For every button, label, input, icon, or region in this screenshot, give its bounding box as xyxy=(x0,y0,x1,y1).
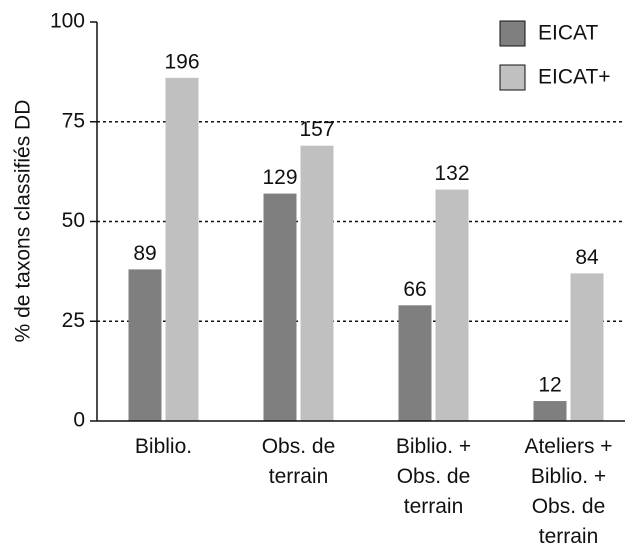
x-tick-label: Biblio. + Obs. de terrain xyxy=(396,435,471,518)
x-tick-label-line: Ateliers + xyxy=(524,435,612,458)
legend-label: EICAT+ xyxy=(538,66,611,89)
bar xyxy=(533,401,567,421)
bar xyxy=(570,273,604,421)
x-tick-label-line: Obs. de xyxy=(532,495,606,518)
count-label: 132 xyxy=(434,162,469,185)
count-label: 12 xyxy=(538,374,561,397)
count-label: 157 xyxy=(299,118,334,141)
x-tick-label-line: Obs. de xyxy=(397,465,471,488)
y-tick-label: 25 xyxy=(62,309,85,332)
y-axis-label: % de taxons classifiés DD xyxy=(12,100,35,343)
count-label: 196 xyxy=(164,50,199,73)
legend-swatch xyxy=(499,20,526,47)
y-tick-label: 75 xyxy=(62,109,85,132)
x-tick-label-line: Biblio. + xyxy=(531,465,606,488)
x-tick-label-line: Obs. de xyxy=(262,435,336,458)
x-tick-label-line: terrain xyxy=(269,465,329,488)
bar xyxy=(263,193,297,421)
x-tick-label-line: terrain xyxy=(539,525,599,548)
count-label: 89 xyxy=(133,242,156,265)
count-label: 84 xyxy=(575,246,599,269)
bar xyxy=(300,145,334,421)
x-tick-label-line: Biblio. + xyxy=(396,435,471,458)
count-label: 129 xyxy=(262,166,297,189)
x-tick-label-line: terrain xyxy=(404,495,464,518)
bar xyxy=(128,269,162,421)
y-tick-label: 100 xyxy=(50,10,85,33)
x-tick-label: Biblio. xyxy=(135,435,192,458)
bar xyxy=(435,189,469,421)
x-tick-label-line: Biblio. xyxy=(135,435,192,458)
bar xyxy=(398,305,432,421)
legend-label: EICAT xyxy=(538,22,598,45)
y-tick-label: 0 xyxy=(73,409,85,432)
bar xyxy=(165,77,199,422)
x-tick-label: Obs. de terrain xyxy=(262,435,336,488)
legend-swatch xyxy=(499,64,526,91)
x-tick-label: Ateliers + Biblio. + Obs. de terrain xyxy=(524,435,612,548)
y-tick-label: 50 xyxy=(62,209,85,232)
count-label: 66 xyxy=(403,278,426,301)
